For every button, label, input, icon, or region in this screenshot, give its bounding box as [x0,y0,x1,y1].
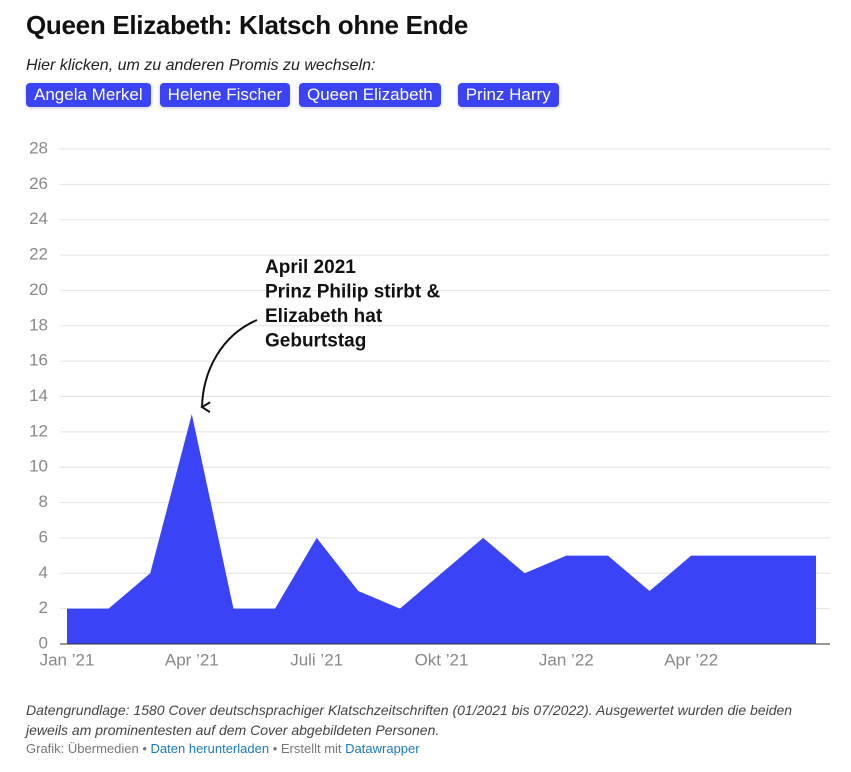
y-tick-label: 6 [39,527,48,546]
y-tick-label: 0 [39,633,48,652]
y-tick-label: 26 [29,174,48,193]
celebrity-button[interactable]: Helene Fischer [159,83,290,107]
y-tick-label: 4 [39,563,48,582]
celebrity-button[interactable]: Angela Merkel [26,83,151,107]
annotation-text: Elizabeth hat [265,306,383,327]
y-tick-label: 16 [29,351,48,370]
annotation-arrow [200,319,258,414]
tool-link[interactable]: Datawrapper [345,741,420,756]
annotation-text: April 2021 [265,257,356,278]
annotation-text: Prinz Philip stirbt & [265,282,441,303]
celebrity-button[interactable]: Prinz Harry [457,83,559,107]
y-tick-label: 8 [39,492,48,511]
x-tick-label: Jan ’21 [40,650,95,669]
x-tick-label: Juli ’21 [290,650,343,669]
y-tick-label: 24 [29,209,48,228]
y-tick-label: 20 [29,280,48,299]
y-tick-label: 2 [39,598,48,617]
y-tick-label: 28 [29,138,48,157]
notes: Datengrundlage: 1580 Cover deutschsprach… [26,702,793,738]
annotation-text: Geburtstag [265,331,366,352]
footer: Grafik: Übermedien • Daten herunterladen… [26,741,420,756]
x-tick-label: Apr ’22 [664,650,718,669]
credit: Grafik: Übermedien [26,741,139,756]
y-tick-label: 12 [29,421,48,440]
buttons-prompt: Hier klicken, um zu anderen Promis zu we… [26,57,376,74]
separator: • [142,741,147,756]
download-link[interactable]: Daten herunterladen [150,741,270,756]
separator: • [272,741,278,756]
x-tick-label: Jan ’22 [539,650,594,669]
title: Queen Elizabeth: Klatsch ohne Ende [26,10,468,40]
y-tick-label: 10 [29,457,48,476]
made-with: Erstellt mit [280,741,342,756]
y-tick-label: 22 [29,245,48,264]
area [67,414,816,644]
x-tick-label: Okt ’21 [415,650,469,669]
y-tick-label: 14 [29,386,48,405]
celebrity-button[interactable]: Queen Elizabeth [299,83,441,107]
y-tick-label: 18 [29,315,48,334]
button-group: Angela Merkel Helene Fischer Queen Eliza… [26,83,568,107]
x-tick-label: Apr ’21 [165,650,219,669]
